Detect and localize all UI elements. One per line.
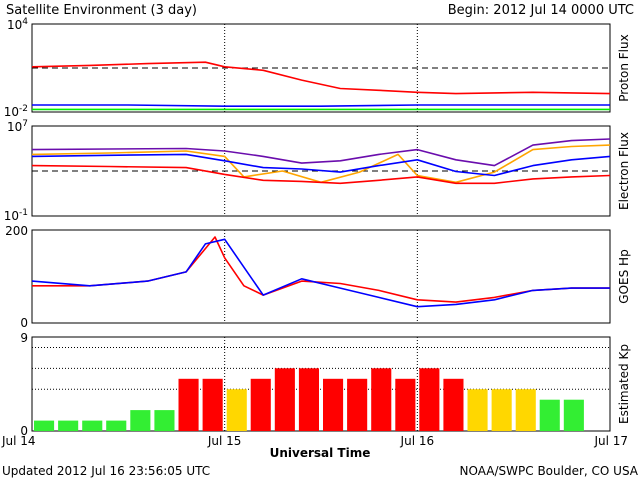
panel-3: 9 0 Estimated Kp [20, 331, 631, 438]
y-tick-label: 0 [20, 316, 28, 330]
x-tick-label: Jul 16 [400, 434, 435, 448]
y-tick-label: 200 [5, 224, 28, 238]
series-line-red [31, 61, 611, 95]
kp-bar [250, 378, 271, 431]
kp-bar [202, 378, 223, 431]
kp-bar [154, 410, 175, 431]
y-tick-label: 9 [20, 331, 28, 345]
kp-bar [371, 368, 392, 431]
kp-bar [274, 368, 295, 431]
y-tick-label: 10-1 [4, 208, 28, 223]
kp-bar [539, 399, 560, 431]
y-axis-label: GOES Hp [617, 249, 631, 303]
x-tick-label: Jul 15 [207, 434, 242, 448]
y-tick-label: 10-2 [4, 104, 28, 119]
kp-bar [467, 389, 488, 431]
kp-bar [58, 420, 79, 431]
panel-frame [31, 229, 611, 324]
series-line-purple [31, 138, 611, 167]
kp-bar [443, 378, 464, 431]
x-tick-label: Jul 17 [593, 434, 628, 448]
kp-bar [563, 399, 584, 431]
y-axis-label: Estimated Kp [617, 344, 631, 424]
y-tick-label: 107 [7, 119, 28, 134]
series-line-blue [31, 238, 610, 308]
y-axis-label: Proton Flux [617, 34, 631, 101]
kp-bar [298, 368, 319, 431]
y-tick-label: 0 [20, 424, 28, 438]
begin-time: Begin: 2012 Jul 14 0000 UTC [448, 3, 634, 18]
kp-bar [347, 378, 368, 431]
updated-time: Updated 2012 Jul 16 23:56:05 UTC [2, 464, 210, 478]
kp-bar [395, 378, 416, 431]
y-axis-label: Electron Flux [617, 132, 631, 210]
panel-1: 107 10-1 Electron Flux [4, 119, 631, 223]
chart-title: Satellite Environment (3 day) [6, 3, 197, 18]
series-line-red [31, 164, 611, 185]
kp-bar [106, 420, 127, 431]
x-tick-label: Jul 14 [1, 434, 36, 448]
series-line-orange [31, 144, 611, 184]
series-line-blue [32, 104, 610, 107]
panel-0: 104 10-2 Proton Flux [4, 17, 631, 119]
kp-bar [419, 368, 440, 431]
series-line-blue [31, 153, 611, 177]
kp-bar [178, 378, 199, 431]
panel-frame [31, 336, 611, 432]
credit: NOAA/SWPC Boulder, CO USA [460, 464, 639, 478]
kp-bar [82, 420, 103, 431]
kp-bar [130, 410, 151, 431]
kp-bar [34, 420, 55, 431]
x-axis-label: Universal Time [270, 446, 371, 460]
kp-bar [323, 378, 344, 431]
panel-2: 200 0 GOES Hp [5, 224, 631, 330]
y-tick-label: 104 [7, 17, 28, 32]
kp-bar [491, 389, 512, 431]
kp-bar [226, 389, 247, 431]
kp-bar [515, 389, 536, 431]
